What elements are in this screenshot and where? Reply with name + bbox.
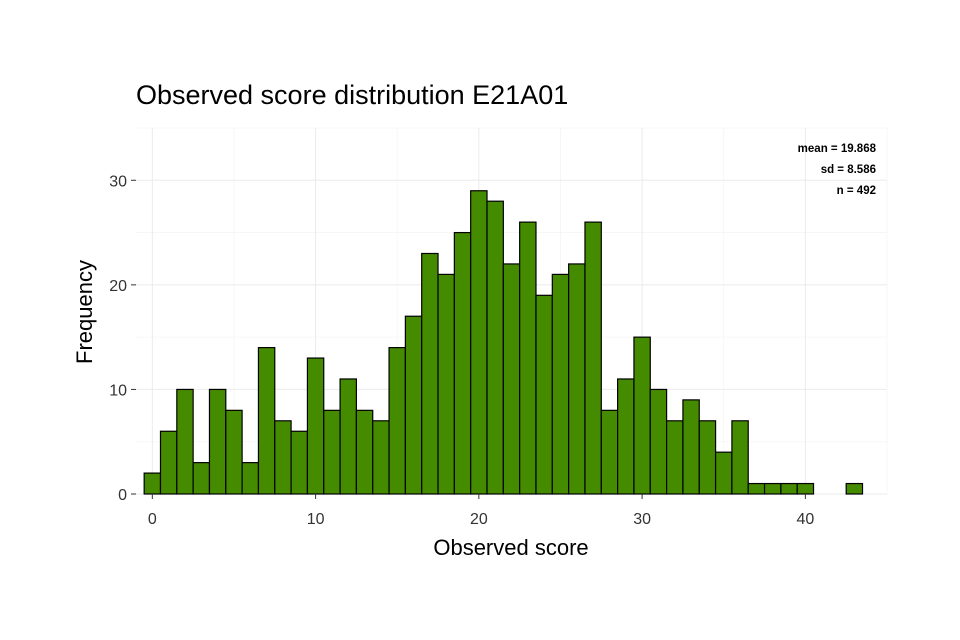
histogram-bar bbox=[290, 430, 309, 495]
histogram-bar bbox=[470, 190, 488, 495]
histogram-bar bbox=[617, 378, 635, 495]
histogram-bar bbox=[192, 462, 211, 495]
histogram-bar bbox=[437, 273, 455, 495]
histogram-bar bbox=[257, 347, 276, 495]
x-tick-label: 30 bbox=[633, 511, 651, 528]
histogram-bar bbox=[421, 252, 439, 495]
y-tick-label: 30 bbox=[109, 173, 127, 190]
histogram-bar bbox=[388, 347, 406, 495]
stat-annotation: sd = 8.586 bbox=[821, 164, 876, 176]
axes: 0 10 20 30 40 0 10 20 30 bbox=[109, 173, 814, 528]
y-tick-label: 20 bbox=[109, 278, 127, 295]
histogram-bar bbox=[584, 221, 602, 495]
histogram-bar bbox=[682, 399, 700, 495]
histogram-bar bbox=[208, 388, 227, 495]
histogram-bar bbox=[502, 263, 521, 495]
histogram-bar bbox=[568, 263, 586, 495]
histogram-bar bbox=[747, 482, 766, 495]
x-tick-label: 0 bbox=[148, 511, 157, 528]
histogram-bar bbox=[731, 420, 749, 495]
histogram-bar bbox=[225, 409, 243, 495]
y-tick-label: 0 bbox=[118, 487, 127, 504]
histogram-bar bbox=[159, 430, 178, 495]
chart-title: Observed score distribution E21A01 bbox=[136, 80, 568, 110]
histogram-bar bbox=[665, 420, 684, 495]
histogram-bar bbox=[649, 388, 668, 495]
histogram-bar bbox=[241, 462, 260, 495]
histogram-bar bbox=[633, 336, 651, 495]
histogram-bar bbox=[763, 482, 782, 495]
histogram-bar bbox=[519, 221, 537, 495]
summary-statistics: mean = 19.868 sd = 8.586 n = 492 bbox=[798, 143, 877, 197]
histogram-bar bbox=[372, 420, 390, 495]
histogram-bar bbox=[404, 315, 423, 495]
histogram-bar bbox=[551, 273, 570, 495]
histogram-bar bbox=[486, 200, 504, 495]
x-tick-label: 20 bbox=[470, 511, 488, 528]
x-axis-title: Observed score bbox=[433, 535, 588, 560]
y-axis-title: Frequency bbox=[72, 260, 97, 364]
bars bbox=[143, 190, 864, 495]
histogram-bar bbox=[323, 409, 341, 495]
histogram-bar bbox=[714, 451, 733, 495]
histogram-bar bbox=[780, 482, 798, 495]
histogram-bar bbox=[143, 472, 162, 495]
histogram-bar bbox=[845, 482, 864, 495]
histogram-bar bbox=[274, 420, 292, 495]
histogram-bar bbox=[306, 357, 325, 495]
stat-annotation: n = 492 bbox=[837, 185, 876, 197]
x-tick-label: 10 bbox=[307, 511, 325, 528]
histogram-bar bbox=[535, 294, 553, 495]
y-tick-label: 10 bbox=[109, 382, 127, 399]
histogram-bar bbox=[176, 388, 194, 495]
histogram-bar bbox=[339, 378, 358, 495]
histogram-bar bbox=[796, 482, 815, 495]
stat-annotation: mean = 19.868 bbox=[798, 143, 877, 155]
x-tick-label: 40 bbox=[796, 511, 814, 528]
histogram-bar bbox=[453, 231, 472, 495]
histogram-bar bbox=[600, 409, 619, 495]
histogram-bar bbox=[698, 420, 717, 495]
histogram-bar bbox=[355, 409, 374, 495]
